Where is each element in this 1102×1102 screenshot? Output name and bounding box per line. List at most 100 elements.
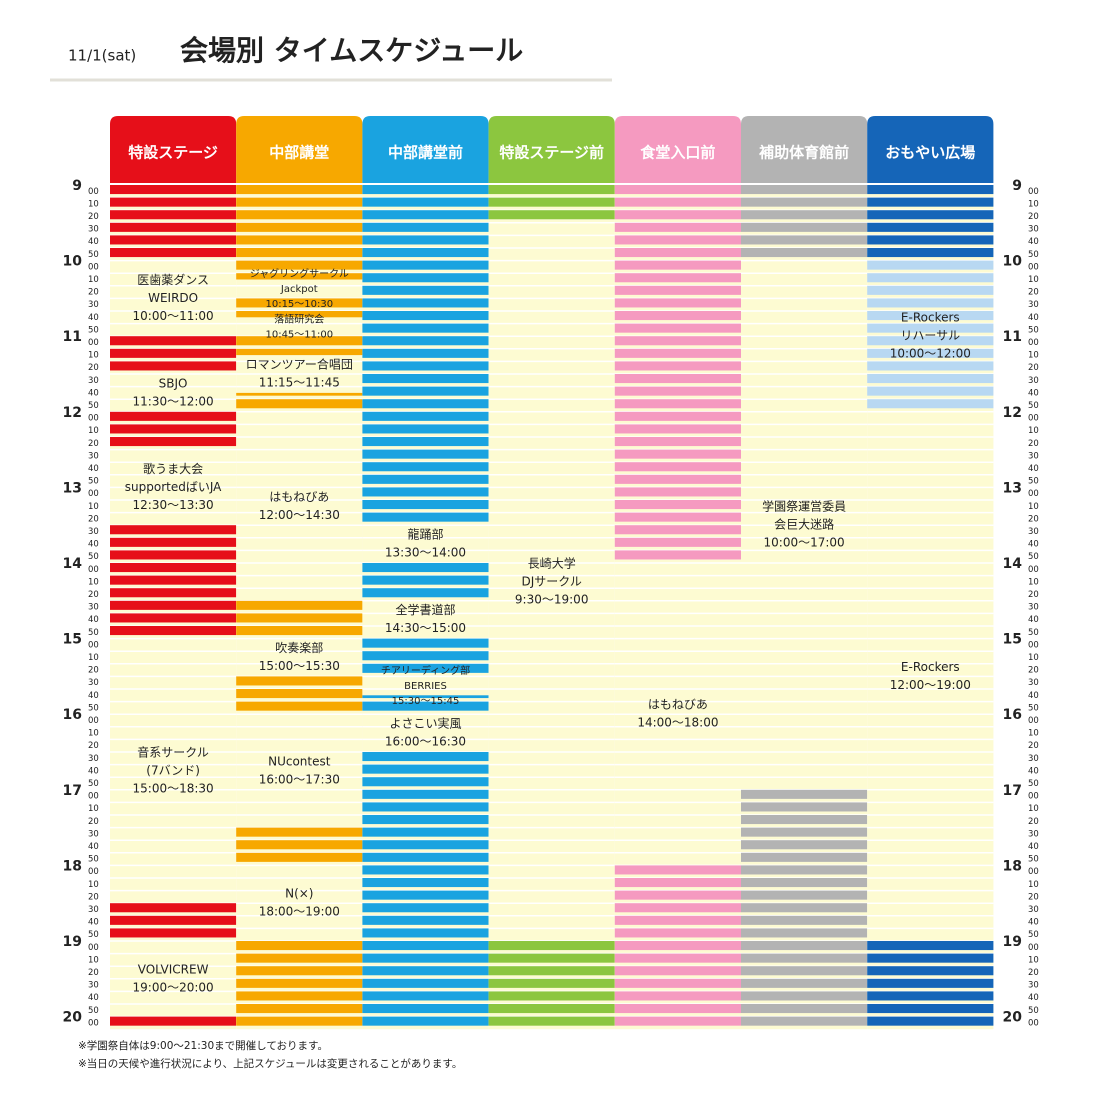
minute-label: 10 bbox=[88, 955, 99, 965]
minute-label: 20 bbox=[1028, 288, 1039, 298]
minute-label: 20 bbox=[1028, 439, 1039, 449]
stripe bbox=[867, 348, 994, 358]
stripe bbox=[362, 348, 489, 358]
minute-label: 10 bbox=[1028, 199, 1039, 209]
venue-tab bbox=[741, 116, 868, 183]
minute-label: 40 bbox=[88, 313, 99, 323]
minute-label: 20 bbox=[1028, 968, 1039, 978]
minute-label: 40 bbox=[88, 918, 99, 928]
venue-tab bbox=[867, 116, 994, 183]
minute-label: 00 bbox=[88, 338, 99, 348]
venue-tab bbox=[488, 116, 615, 183]
stripe bbox=[362, 966, 489, 976]
hour-label: 11 bbox=[1003, 329, 1022, 345]
hour-label: 18 bbox=[1003, 858, 1022, 874]
minute-label: 10 bbox=[88, 577, 99, 587]
stripe bbox=[362, 399, 489, 409]
stripe bbox=[614, 941, 741, 951]
stripe bbox=[741, 966, 868, 976]
stripe bbox=[236, 953, 363, 963]
minute-label: 50 bbox=[88, 855, 99, 865]
stripe bbox=[362, 840, 489, 850]
minute-label: 20 bbox=[1028, 363, 1039, 373]
stripe bbox=[867, 1004, 994, 1014]
stripe bbox=[614, 462, 741, 472]
minute-label: 50 bbox=[88, 552, 99, 562]
minute-label: 50 bbox=[1028, 1006, 1039, 1016]
event-time: 12:00～19:00 bbox=[890, 678, 971, 692]
event-time: 19:00～20:00 bbox=[133, 980, 214, 994]
stripe bbox=[614, 285, 741, 295]
stripe bbox=[362, 701, 489, 711]
minute-label: 50 bbox=[1028, 628, 1039, 638]
minute-label: 40 bbox=[1028, 993, 1039, 1003]
event-time: 11:15～11:45 bbox=[259, 376, 340, 390]
stripe bbox=[614, 298, 741, 308]
minute-label: 30 bbox=[88, 451, 99, 461]
stripe bbox=[614, 890, 741, 900]
hour-label: 14 bbox=[63, 556, 83, 572]
stripe bbox=[236, 399, 363, 409]
minute-label: 10 bbox=[1028, 880, 1039, 890]
minute-label: 00 bbox=[88, 565, 99, 575]
stripe bbox=[741, 1004, 868, 1014]
stripe bbox=[614, 374, 741, 384]
minute-label: 20 bbox=[88, 439, 99, 449]
stripe bbox=[614, 449, 741, 459]
minute-label: 10 bbox=[88, 729, 99, 739]
minute-label: 50 bbox=[88, 401, 99, 411]
stripe bbox=[362, 928, 489, 938]
stripe bbox=[362, 752, 489, 762]
stripe bbox=[362, 575, 489, 585]
event-title: VOLVICREW bbox=[138, 962, 209, 976]
minute-label: 50 bbox=[88, 703, 99, 713]
minute-label: 30 bbox=[88, 981, 99, 991]
stripe bbox=[741, 890, 868, 900]
stripe bbox=[867, 210, 994, 220]
stripe bbox=[110, 915, 237, 925]
event-time: 10:00～17:00 bbox=[764, 536, 845, 550]
stripe bbox=[362, 1004, 489, 1014]
stripe bbox=[741, 978, 868, 988]
event-title: はもねびあ bbox=[648, 698, 708, 712]
minute-label: 10 bbox=[1028, 729, 1039, 739]
column-bg bbox=[741, 185, 868, 1030]
event-title: DJサークル bbox=[521, 574, 581, 588]
stripe bbox=[741, 1016, 868, 1026]
minute-label: 00 bbox=[1028, 262, 1039, 272]
stripe bbox=[110, 210, 237, 220]
event-title: 医歯薬ダンス bbox=[137, 272, 209, 287]
stripe bbox=[867, 273, 994, 283]
minute-label: 30 bbox=[1028, 981, 1039, 991]
stripe bbox=[236, 273, 363, 280]
venue-name: 特設ステージ前 bbox=[499, 144, 604, 162]
stripe bbox=[236, 1004, 363, 1014]
event-time: 14:00～18:00 bbox=[637, 716, 718, 730]
stripe bbox=[867, 966, 994, 976]
hour-label: 20 bbox=[63, 1010, 83, 1026]
minute-label: 50 bbox=[88, 325, 99, 335]
stripe bbox=[362, 789, 489, 799]
stripe bbox=[110, 600, 237, 610]
minute-label: 30 bbox=[1028, 527, 1039, 537]
stripe bbox=[110, 550, 237, 560]
stripe bbox=[110, 197, 237, 207]
note: ※当日の天候や進行状況により、上記スケジュールは変更されることがあります。 bbox=[78, 1057, 462, 1070]
stripe bbox=[867, 978, 994, 988]
event-title: チアリーディング部 bbox=[381, 664, 470, 677]
stripe bbox=[614, 915, 741, 925]
hour-label: 16 bbox=[63, 707, 82, 723]
hour-label: 17 bbox=[63, 783, 82, 799]
minute-label: 20 bbox=[1028, 741, 1039, 751]
hour-label: 15 bbox=[1003, 632, 1022, 648]
stripe bbox=[614, 185, 741, 195]
stripe bbox=[741, 941, 868, 951]
event-title: 長崎大学 bbox=[528, 555, 576, 570]
stripe bbox=[362, 802, 489, 812]
stripe bbox=[614, 260, 741, 270]
stripe bbox=[110, 563, 237, 573]
minute-label: 20 bbox=[1028, 817, 1039, 827]
stripe bbox=[614, 336, 741, 346]
minute-label: 10 bbox=[1028, 577, 1039, 587]
stripe bbox=[614, 361, 741, 371]
